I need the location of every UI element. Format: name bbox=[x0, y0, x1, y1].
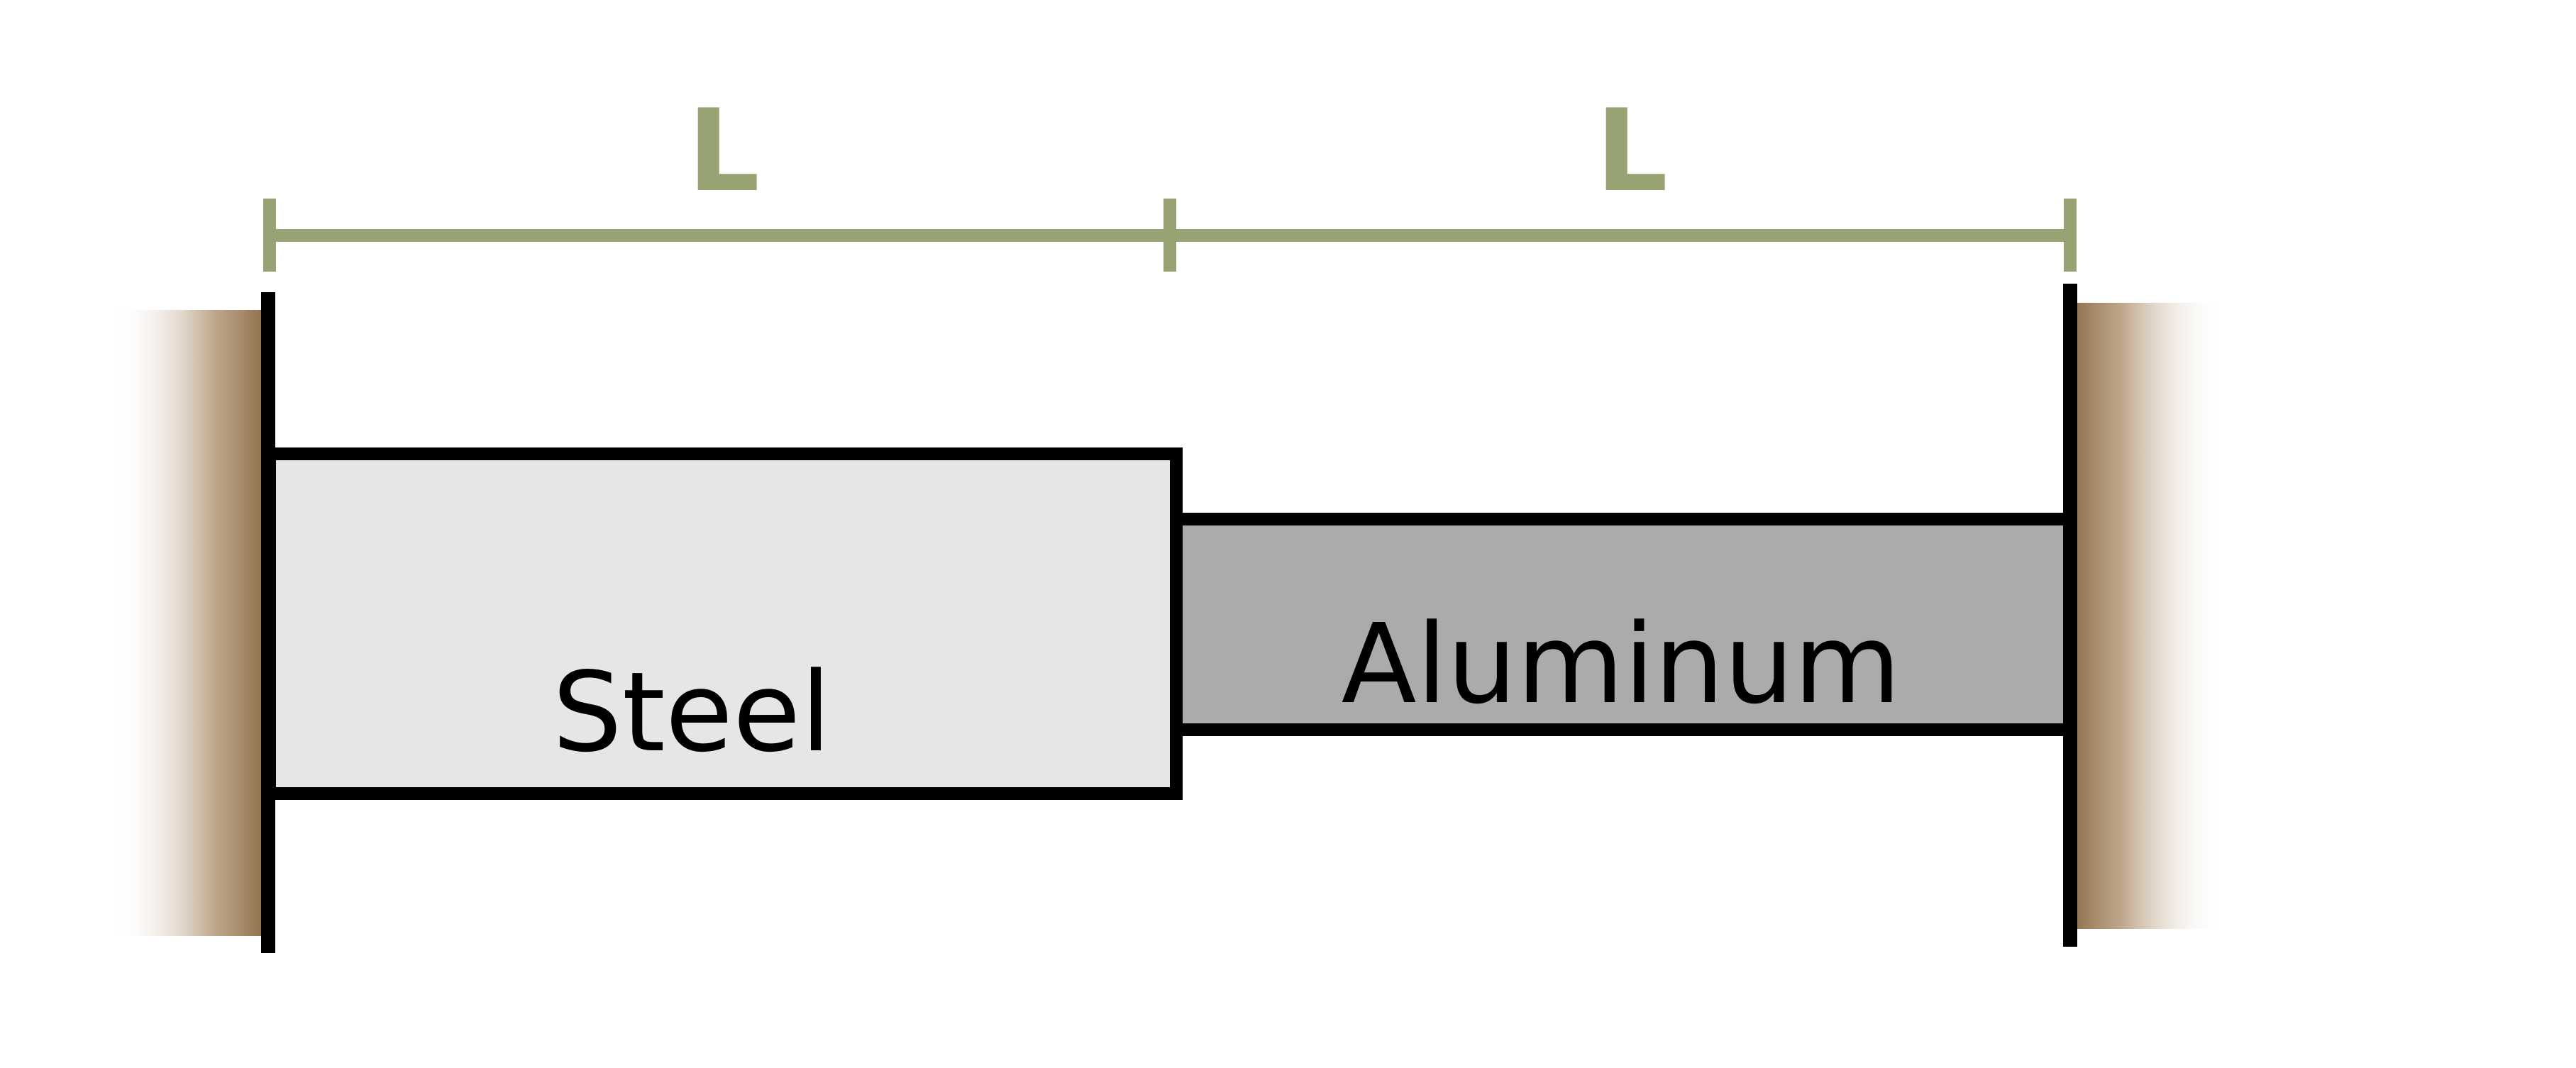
steel-bar bbox=[263, 447, 1183, 800]
left-wall bbox=[114, 310, 268, 936]
right-length-label: L bbox=[1596, 84, 1668, 217]
aluminum-label: Aluminum bbox=[1342, 600, 1901, 728]
steel-label: Steel bbox=[553, 648, 831, 777]
right-wall bbox=[2068, 303, 2223, 929]
left-length-label: L bbox=[687, 84, 760, 217]
aluminum-bar bbox=[1170, 513, 2077, 736]
dimension-line bbox=[263, 199, 2077, 272]
